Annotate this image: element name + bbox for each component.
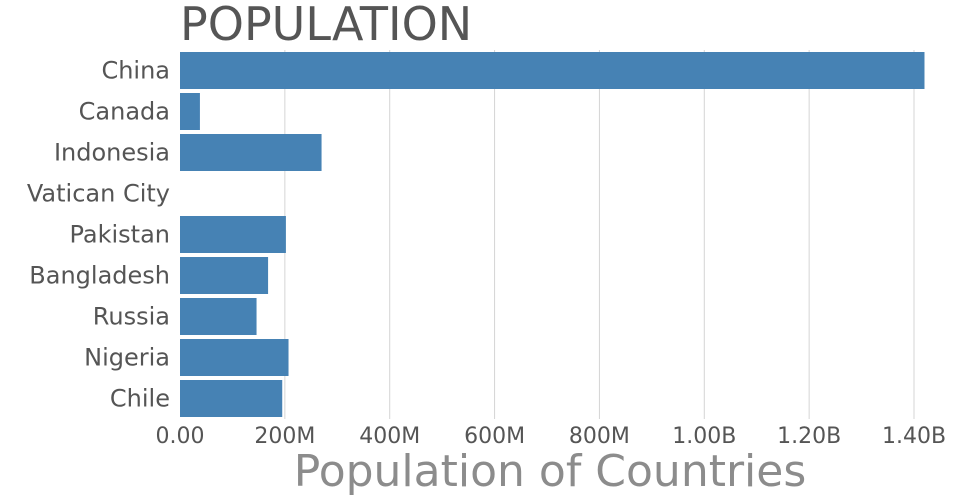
category-label: Indonesia xyxy=(54,139,170,167)
category-label: Chile xyxy=(110,385,170,413)
x-tick-label: 800M xyxy=(569,424,630,449)
bar-russia xyxy=(180,298,257,335)
bar-canada xyxy=(180,93,200,130)
bar-nigeria xyxy=(180,339,289,376)
category-labels: China Canada Indonesia Vatican City Pakistan… xyxy=(27,57,170,413)
x-tick-label: 1.20B xyxy=(777,424,841,449)
x-tick-label: 0.00 xyxy=(156,424,205,449)
category-label: Bangladesh xyxy=(29,262,170,290)
category-label: Nigeria xyxy=(84,344,170,372)
bar-bangladesh xyxy=(180,257,269,294)
bar-china xyxy=(180,52,925,89)
x-tick-label: 1.40B xyxy=(882,424,946,449)
bar-pakistan xyxy=(180,216,286,253)
x-tick-label: 1.00B xyxy=(672,424,736,449)
grid-layer xyxy=(284,50,915,419)
x-tick-label: 400M xyxy=(359,424,420,449)
x-tick-labels: 0.00 200M 400M 600M 800M 1.00B 1.20B 1.40B xyxy=(156,424,947,449)
category-label: Vatican City xyxy=(27,180,170,208)
x-tick-label: 200M xyxy=(254,424,315,449)
bar-chile xyxy=(180,380,283,417)
x-tick-label: 600M xyxy=(464,424,525,449)
x-axis-title: Population of Countries xyxy=(294,446,807,497)
category-label: Canada xyxy=(79,98,170,126)
bars-layer xyxy=(180,52,925,417)
category-label: Russia xyxy=(93,303,170,331)
category-label: China xyxy=(101,57,170,85)
category-label: Pakistan xyxy=(70,221,171,249)
bar-indonesia xyxy=(180,134,322,171)
chart-title: POPULATION xyxy=(180,0,472,51)
